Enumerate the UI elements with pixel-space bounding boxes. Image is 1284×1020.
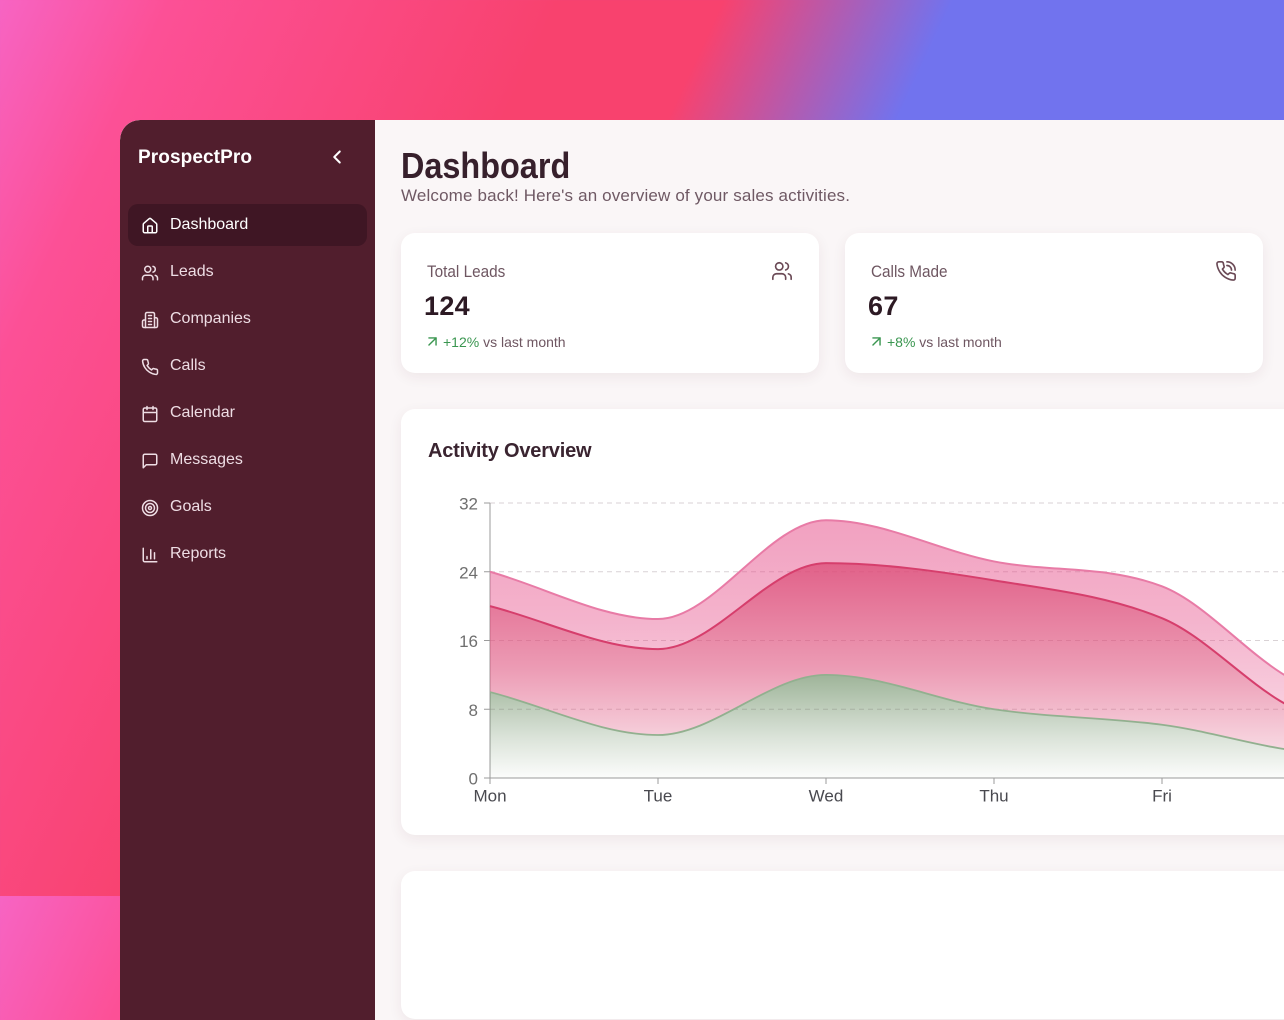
svg-text:24: 24 [459, 563, 478, 582]
svg-text:8: 8 [469, 701, 478, 720]
svg-text:0: 0 [469, 770, 478, 789]
svg-text:16: 16 [459, 632, 478, 651]
svg-text:32: 32 [459, 495, 478, 514]
svg-text:Mon: Mon [473, 787, 506, 806]
svg-text:Tue: Tue [644, 787, 673, 806]
svg-text:Wed: Wed [809, 787, 844, 806]
svg-text:Thu: Thu [979, 787, 1008, 806]
svg-text:Fri: Fri [1152, 787, 1172, 806]
